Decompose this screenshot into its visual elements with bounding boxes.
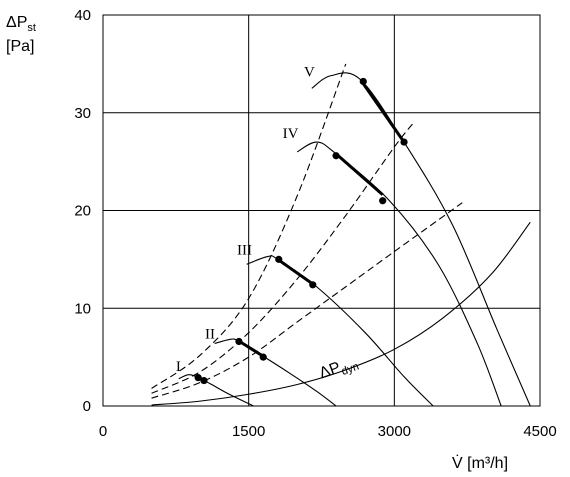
fan-curve-label: III <box>237 242 252 258</box>
x-axis-title: V̇ [m³/h] <box>452 454 508 472</box>
operating-point <box>200 376 208 385</box>
dynamic-pressure-label-main: ΔP <box>317 359 343 382</box>
x-tick-label: 1500 <box>232 423 265 440</box>
y-axis-label-sub: st <box>27 22 36 34</box>
operating-point <box>359 77 367 86</box>
operating-point <box>309 281 317 289</box>
operating-range-IV <box>335 152 384 196</box>
operating-point <box>275 255 283 263</box>
tick-labels: 0 1500 3000 4500 0 10 20 30 40 <box>74 7 556 440</box>
dynamic-pressure-curve <box>151 221 531 406</box>
x-axis-label-main: V̇ <box>452 454 463 472</box>
dynamic-pressure-label: ΔPdyn <box>317 353 361 385</box>
system-curve-dashed <box>151 63 347 389</box>
fan-curve-label: V <box>304 65 315 81</box>
y-tick-label: 20 <box>74 203 91 220</box>
operating-range-II <box>238 339 265 358</box>
fan-curve-label: I <box>176 359 181 375</box>
operating-point <box>235 337 243 346</box>
fan-curve-I <box>178 374 254 407</box>
operating-point <box>400 138 408 146</box>
dynamic-pressure-label-sub: dyn <box>340 361 361 378</box>
operating-points <box>194 77 408 385</box>
operating-point <box>379 197 387 205</box>
operating-range-III <box>277 258 314 286</box>
y-tick-label: 10 <box>74 300 91 317</box>
system-curve-dashed <box>151 122 415 394</box>
operating-point <box>332 152 340 160</box>
y-tick-label: 0 <box>83 398 91 415</box>
fan-curve-V <box>311 72 531 407</box>
fan-curve-III <box>246 255 434 407</box>
y-tick-label: 30 <box>74 105 91 122</box>
grid <box>102 14 541 407</box>
y-axis-label-main: ΔP <box>6 14 27 31</box>
operating-point <box>259 353 267 361</box>
operating-range-V <box>362 82 406 143</box>
y-tick-label: 40 <box>74 7 91 24</box>
operating-point <box>194 374 202 382</box>
y-axis-unit: [Pa] <box>6 38 34 55</box>
x-tick-label: 3000 <box>378 423 411 440</box>
x-axis-label-unit: [m³/h] <box>463 455 508 472</box>
x-tick-label: 0 <box>99 423 107 440</box>
y-axis-title: ΔPst <box>6 14 36 34</box>
system-curve-dashed <box>151 202 463 399</box>
fan-curve-label: II <box>205 327 215 343</box>
x-tick-label: 4500 <box>523 423 556 440</box>
fan-curve-label: IV <box>283 126 299 142</box>
curves <box>151 63 531 407</box>
fan-curve-IV <box>296 141 502 407</box>
